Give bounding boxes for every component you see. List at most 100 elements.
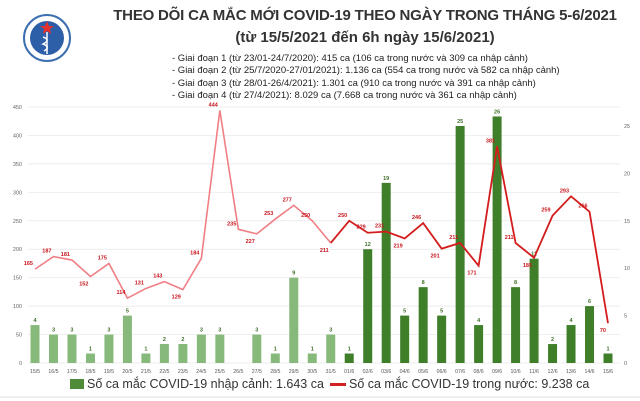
bar-value-label: 1 <box>89 347 92 353</box>
bar <box>344 353 354 363</box>
bar <box>178 344 188 363</box>
bar <box>548 344 558 363</box>
line-value-label: 114 <box>117 290 127 296</box>
bar-value-label: 8 <box>422 280 425 286</box>
x-axis-tick: 25/5 <box>215 369 225 375</box>
bar-value-label: 5 <box>126 309 129 315</box>
x-axis-tick: 24/5 <box>196 369 206 375</box>
x-axis-tick: 19/5 <box>104 369 114 375</box>
x-axis-tick: 01/6 <box>344 369 354 375</box>
bar-value-label: 19 <box>383 176 389 182</box>
line-value-label: 185 <box>523 263 532 269</box>
x-axis-tick: 30/5 <box>307 369 317 375</box>
bar-value-label: 26 <box>494 109 500 115</box>
left-axis-tick: 0 <box>19 361 22 367</box>
right-axis-tick: 0 <box>624 361 627 367</box>
phase-note: - Giai đoạn 2 (từ 25/7/2020-27/01/2021):… <box>172 65 560 77</box>
line-value-label: 250 <box>301 213 310 219</box>
phase-note: - Giai đoạn 1 (từ 23/01-24/7/2020): 415 … <box>172 53 528 64</box>
left-axis-tick: 150 <box>13 276 22 282</box>
bar-value-label: 1 <box>144 347 147 353</box>
bar-value-label: 3 <box>255 328 258 334</box>
right-axis-tick: 20 <box>624 171 630 177</box>
right-axis-tick: 25 <box>624 124 630 130</box>
line-value-label: 219 <box>393 243 402 249</box>
line-value-label: 70 <box>600 328 606 334</box>
left-axis-tick: 100 <box>13 304 22 310</box>
x-axis-tick: 04/6 <box>400 369 410 375</box>
left-axis-tick: 50 <box>16 333 22 339</box>
x-axis-tick: 11/6 <box>529 369 539 375</box>
line-value-label: 444 <box>209 102 219 108</box>
x-axis-tick: 20/5 <box>122 369 132 375</box>
left-axis-tick: 350 <box>13 162 22 168</box>
chart-title: THEO DÕI CA MẮC MỚI COVID-19 THEO NGÀY T… <box>113 7 617 24</box>
bar <box>363 249 373 363</box>
bar <box>289 277 299 363</box>
bar <box>381 182 391 363</box>
bar <box>122 315 132 363</box>
bar <box>30 325 40 363</box>
bar <box>252 334 262 363</box>
bar <box>585 306 595 363</box>
x-axis-tick: 02/6 <box>363 369 373 375</box>
bar-value-label: 25 <box>457 119 463 125</box>
phase-notes: - Giai đoạn 1 (từ 23/01-24/7/2020): 415 … <box>172 53 560 103</box>
bar-value-label: 1 <box>348 347 351 353</box>
bar <box>141 353 151 363</box>
x-axis-tick: 18/5 <box>85 369 95 375</box>
bar <box>566 325 576 363</box>
bar <box>492 116 502 364</box>
phase-note: - Giai đoạn 3 (từ 28/01-26/4/2021): 1.30… <box>172 77 536 89</box>
bar <box>48 334 58 363</box>
line-value-label: 187 <box>42 249 51 255</box>
bar-value-label: 5 <box>403 309 406 315</box>
line-value-label: 201 <box>430 254 439 260</box>
line-value-label: 184 <box>190 250 200 256</box>
left-axis-tick: 200 <box>13 247 22 253</box>
line-value-label: 253 <box>264 211 273 217</box>
line-value-label: 143 <box>153 274 162 280</box>
right-axis-tick: 5 <box>624 314 627 320</box>
line-value-label: 152 <box>79 282 88 288</box>
bar <box>511 287 521 363</box>
legend-bar-swatch <box>70 379 84 389</box>
x-axis-tick: 13/6 <box>566 369 576 375</box>
legend-bar-label: Số ca mắc COVID-19 nhập cảnh: 1.643 ca <box>87 377 324 391</box>
line-value-label: 211 <box>505 235 514 241</box>
bar-value-label: 4 <box>33 318 37 324</box>
bar <box>159 344 169 363</box>
right-axis-tick: 10 <box>624 266 630 272</box>
bar <box>455 125 465 364</box>
line-value-label: 277 <box>283 197 292 203</box>
line-value-label: 235 <box>227 221 236 227</box>
bar <box>307 353 317 363</box>
x-axis-tick: 15/6 <box>603 369 613 375</box>
line-value-label: 227 <box>246 239 255 245</box>
bar-value-label: 12 <box>365 242 371 248</box>
line-value-label: 129 <box>172 295 181 301</box>
legend-line-swatch <box>330 382 346 386</box>
x-axis-tick: 22/5 <box>159 369 169 375</box>
x-axis-tick: 03/6 <box>381 369 391 375</box>
x-axis-tick: 06/6 <box>437 369 447 375</box>
bar <box>529 258 539 363</box>
legend-bar: Số ca mắc COVID-19 nhập cảnh: 1.643 ca <box>70 377 324 391</box>
line-value-label: 293 <box>560 188 569 194</box>
line-value-label: 229 <box>357 225 366 231</box>
bar-value-label: 1 <box>311 347 314 353</box>
ministry-of-health-logo <box>23 14 71 62</box>
bar-value-label: 6 <box>588 299 591 305</box>
bar-value-label: 9 <box>292 271 295 277</box>
line-value-label: 171 <box>467 271 476 277</box>
bar-value-label: 2 <box>181 337 184 343</box>
bar-value-label: 8 <box>514 280 517 286</box>
line-value-label: 266 <box>578 204 587 210</box>
x-axis-tick: 07/6 <box>455 369 465 375</box>
x-axis-tick: 05/6 <box>418 369 428 375</box>
left-axis-tick: 300 <box>13 190 22 196</box>
chart-subtitle: (từ 15/5/2021 đến 6h ngày 15/6/2021) <box>235 29 495 46</box>
line-series-early <box>34 110 332 300</box>
right-axis-tick: 15 <box>624 219 630 225</box>
